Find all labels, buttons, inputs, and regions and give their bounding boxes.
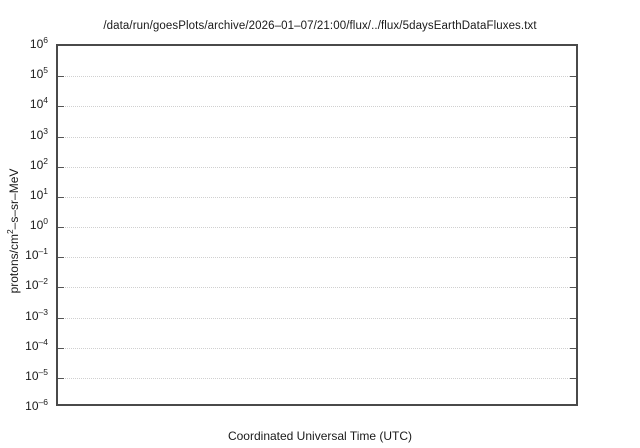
y-axis-tick: [570, 196, 576, 198]
y-axis-tick: [58, 287, 64, 289]
y-axis-tick: [570, 377, 576, 379]
y-axis-tick-label: 10–2: [25, 276, 48, 293]
y-tick-exponent: –1: [38, 246, 48, 257]
gridline: [58, 106, 576, 108]
y-axis-ticks-left: [58, 46, 576, 404]
y-tick-exponent: 0: [43, 216, 48, 226]
y-axis-tick-label: 102: [29, 155, 48, 172]
y-axis-tick: [58, 166, 64, 168]
y-axis-tick: [58, 227, 64, 228]
y-axis-tick-label: 100: [29, 216, 48, 232]
y-tick-mantissa: 10: [25, 338, 39, 353]
y-tick-mantissa: 10: [29, 67, 44, 82]
y-tick-mantissa: 10: [25, 368, 39, 383]
y-axis-title: protons/cm2–s–sr–MeV: [5, 151, 21, 311]
y-axis-tick-label: 10–4: [25, 336, 48, 353]
y-tick-mantissa: 10: [29, 218, 44, 232]
y-axis-tick: [58, 76, 64, 78]
y-tick-mantissa: 10: [25, 278, 39, 293]
y-axis-tick-label: 106: [29, 35, 48, 51]
y-tick-exponent: 3: [43, 125, 48, 136]
y-axis-tick: [570, 227, 576, 228]
gridline: [58, 166, 576, 168]
y-axis-tick-label: 10–5: [25, 366, 48, 383]
x-axis-title: Coordinated Universal Time (UTC): [227, 429, 413, 443]
y-tick-mantissa: 10: [29, 127, 44, 142]
y-tick-exponent: 6: [43, 35, 48, 45]
y-tick-exponent: –5: [38, 366, 48, 377]
y-tick-exponent: 4: [43, 95, 48, 106]
y-axis-title-base: protons/cm: [7, 234, 21, 294]
y-axis-tick-label: 101: [29, 185, 48, 202]
y-axis-tick-label: 104: [29, 95, 48, 112]
y-axis-ticks-right: [58, 46, 576, 404]
y-tick-exponent: 1: [43, 185, 48, 196]
y-axis-tick: [570, 347, 576, 349]
plot-area: [56, 44, 578, 406]
gridlines: [58, 46, 576, 404]
y-axis-tick: [570, 76, 576, 78]
gridline: [58, 196, 576, 198]
page-title: /data/run/goesPlots/archive/2026–01–07/2…: [103, 20, 537, 32]
y-tick-mantissa: 10: [25, 308, 39, 323]
y-tick-mantissa: 10: [29, 37, 44, 51]
y-axis-tick: [58, 317, 64, 319]
y-tick-mantissa: 10: [25, 248, 39, 263]
gridline: [58, 287, 576, 289]
y-axis-tick: [570, 106, 576, 108]
gridline: [58, 227, 576, 228]
y-tick-mantissa: 10: [29, 157, 44, 172]
y-axis-tick: [58, 136, 64, 138]
y-axis-tick: [58, 196, 64, 198]
y-axis-tick-label: 105: [29, 65, 48, 82]
y-axis-tick: [58, 106, 64, 108]
y-axis-tick: [570, 136, 576, 138]
y-axis-tick-label: 10–1: [25, 246, 48, 263]
y-axis-tick-label: 103: [29, 125, 48, 142]
y-tick-mantissa: 10: [29, 97, 44, 112]
y-tick-mantissa: 10: [29, 187, 44, 202]
y-tick-mantissa: 10: [25, 399, 39, 413]
y-axis-tick: [570, 317, 576, 319]
y-axis-tick: [58, 377, 64, 379]
y-axis-tick: [570, 257, 576, 259]
gridline: [58, 76, 576, 78]
y-axis-tick: [570, 287, 576, 289]
y-axis-title-tail: –s–sr–MeV: [7, 168, 21, 230]
y-tick-exponent: –4: [38, 336, 48, 347]
gridline: [58, 257, 576, 259]
gridline: [58, 136, 576, 138]
y-tick-exponent: –2: [38, 276, 48, 287]
y-tick-exponent: 5: [43, 65, 48, 76]
y-axis-tick: [58, 257, 64, 259]
y-axis-tick-label: 10–6: [25, 397, 48, 413]
gridline: [58, 347, 576, 349]
y-tick-exponent: –3: [38, 306, 48, 317]
y-axis-tick: [570, 166, 576, 168]
y-axis-tick: [58, 347, 64, 349]
gridline: [58, 317, 576, 319]
y-axis-tick-label: 10–3: [25, 306, 48, 323]
y-tick-exponent: 2: [43, 155, 48, 166]
gridline: [58, 377, 576, 379]
y-axis-title-exponent: 2: [5, 229, 15, 235]
y-tick-exponent: –6: [38, 397, 48, 407]
